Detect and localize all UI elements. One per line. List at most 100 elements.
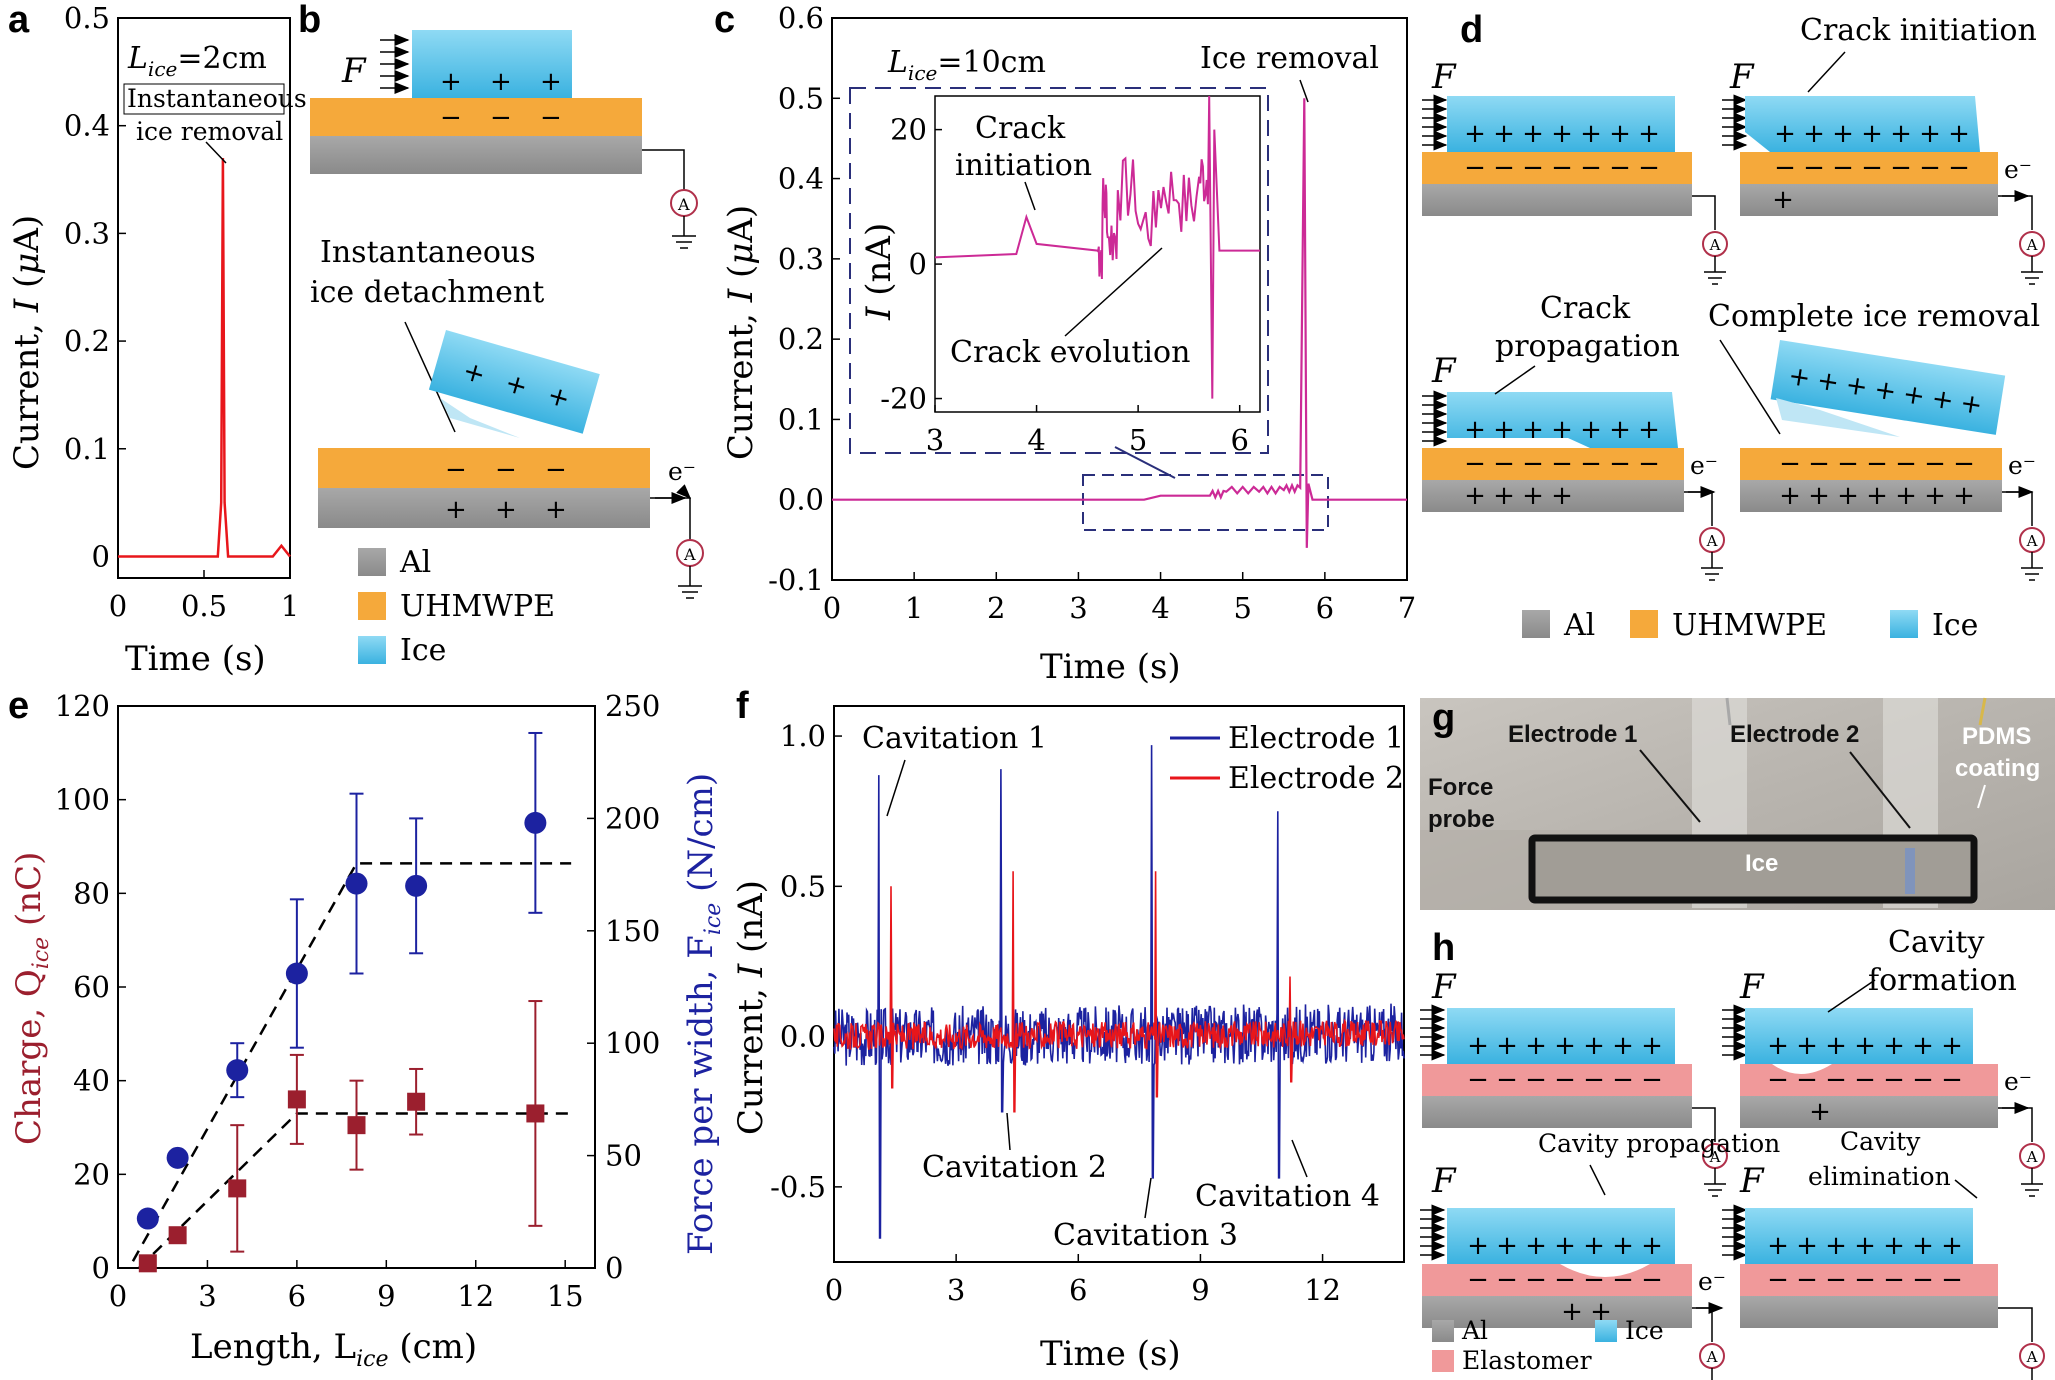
plus-sign: + xyxy=(1854,1231,1876,1261)
x-tick-label: 15 xyxy=(547,1279,584,1313)
panel-b: b F + + + − − − A Instantaneous ice detachme… xyxy=(298,0,704,668)
x-tick-label: 0.5 xyxy=(181,589,227,623)
y-tick-label: 60 xyxy=(73,970,110,1004)
x-tick-label: 6 xyxy=(288,1279,306,1313)
minus-sign: − xyxy=(1774,153,1796,183)
minus-sign: − xyxy=(1609,153,1631,183)
force-label: F xyxy=(1431,57,1457,97)
x-tick-label: 9 xyxy=(377,1279,395,1313)
plus-sign: + xyxy=(1883,1031,1905,1061)
plus-sign: + xyxy=(1890,119,1912,149)
crack-evol-label: Crack evolution xyxy=(950,335,1190,370)
plus-sign: + xyxy=(1809,1097,1831,1127)
y-tick-label: 200 xyxy=(605,801,660,835)
panel-h: h F+ + + + + + +− − − − − − −AF+ + + + + + +− − − − − − −+e⁻AF+ +… xyxy=(1420,925,2045,1380)
plus-sign: + xyxy=(1580,119,1602,149)
y-tick-label: -0.5 xyxy=(770,1170,826,1204)
current-trace xyxy=(832,98,1407,548)
force-label: F xyxy=(1431,1161,1457,1201)
cavity xyxy=(1560,1264,1650,1277)
plus-sign: + xyxy=(1779,481,1801,511)
legend-swatch xyxy=(1522,610,1550,638)
pdms-label-l1: PDMS xyxy=(1962,723,2031,750)
plus-sign: + xyxy=(1638,119,1660,149)
plus-sign: + xyxy=(1924,481,1946,511)
dielectric-layer xyxy=(1422,152,1692,184)
force-point xyxy=(524,811,547,834)
minus-sign: − xyxy=(1941,1065,1963,1095)
charge-point xyxy=(287,1090,306,1109)
x-tick-label: 4 xyxy=(1027,423,1045,457)
panel-label-h: h xyxy=(1432,927,1455,969)
plus-sign: + xyxy=(1772,185,1794,215)
minus-sign: − xyxy=(1912,1265,1934,1295)
minus-sign: − xyxy=(1803,153,1825,183)
svg-text:+: + xyxy=(490,67,512,97)
legend-swatch xyxy=(1595,1320,1617,1342)
plus-sign: + xyxy=(1912,1031,1934,1061)
minus-sign: − xyxy=(1796,1265,1818,1295)
plus-sign: + xyxy=(1767,1231,1789,1261)
ice-block xyxy=(412,30,572,98)
ammeter-letter: A xyxy=(1709,236,1721,254)
charge-point xyxy=(526,1104,545,1123)
svg-text:−: − xyxy=(440,103,462,133)
y-tick-label: 0.0 xyxy=(778,483,824,517)
panel-d: d F+ + + + + + +− − − − − − −AF+ + + + + + +− − − − − − −+e⁻AF+ +… xyxy=(1422,9,2045,643)
plus-sign: + xyxy=(1774,119,1796,149)
plus-sign: + xyxy=(1554,1031,1576,1061)
legend-swatch xyxy=(1890,610,1918,638)
plus-sign: + xyxy=(1861,119,1883,149)
minus-sign: − xyxy=(1767,1065,1789,1095)
plus-sign: + xyxy=(1948,119,1970,149)
x-tick-label: 1 xyxy=(281,589,299,623)
wire xyxy=(2002,491,2033,526)
x-tick-label: 12 xyxy=(1304,1273,1341,1307)
panel-label-g: g xyxy=(1432,697,1455,739)
svg-text:+: + xyxy=(540,67,562,97)
minus-sign: − xyxy=(1924,449,1946,479)
force-arrows xyxy=(380,34,410,94)
legend-electrode-1: Electrode 1 xyxy=(1228,721,1404,756)
plus-sign: + xyxy=(1953,481,1975,511)
plus-sign: + xyxy=(1551,119,1573,149)
minus-sign: − xyxy=(1496,1065,1518,1095)
y-tick-label: 250 xyxy=(605,689,660,723)
y-tick-label: 0.5 xyxy=(64,1,110,35)
minus-sign: − xyxy=(1583,1065,1605,1095)
force-label: F xyxy=(1431,967,1457,1007)
minus-sign: − xyxy=(1580,449,1602,479)
crack-prop-l2: propagation xyxy=(1495,329,1680,364)
inset-frame xyxy=(849,87,1269,454)
legend-d: Al UHMWPE Ice xyxy=(1522,608,1978,643)
annotation-leader xyxy=(205,141,227,164)
force-point xyxy=(226,1059,249,1082)
svg-text:−: − xyxy=(490,103,512,133)
annotation-line1: Instantaneous xyxy=(127,84,307,113)
legend-h: Al Ice Elastomer xyxy=(1432,1316,1664,1375)
plus-sign: + xyxy=(1941,1031,1963,1061)
panel-a: a 0 0.1 0.2 0.3 0.4 0.5 0 0.5 1 Lice=2cm Instan… xyxy=(7,0,307,679)
y-tick-label: 1.0 xyxy=(780,719,826,753)
ice-block xyxy=(1770,340,2006,435)
ice-block xyxy=(1447,1208,1675,1264)
plus-sign: + xyxy=(1493,119,1515,149)
force-point xyxy=(285,962,308,985)
legend-swatch xyxy=(358,592,386,620)
ice-block xyxy=(1745,96,1980,152)
plus-sign: + xyxy=(1583,1031,1605,1061)
legend-electrode-2: Electrode 2 xyxy=(1228,761,1404,796)
detach-label-l2: ice detachment xyxy=(310,275,544,310)
electrode-2-label: Electrode 2 xyxy=(1730,721,1859,748)
y-tick-label: 0.5 xyxy=(778,81,824,115)
minus-sign: − xyxy=(1854,1065,1876,1095)
y-tick-label: 0.0 xyxy=(780,1020,826,1054)
wire xyxy=(1692,195,1716,230)
ammeter-letter: A xyxy=(2026,1148,2038,1166)
y-tick-label: 0.6 xyxy=(778,1,824,35)
plus-sign: + xyxy=(1551,415,1573,445)
plus-sign: + xyxy=(1612,1031,1634,1061)
plus-sign: + xyxy=(1525,1031,1547,1061)
pdms-label-l2: coating xyxy=(1955,755,2040,782)
